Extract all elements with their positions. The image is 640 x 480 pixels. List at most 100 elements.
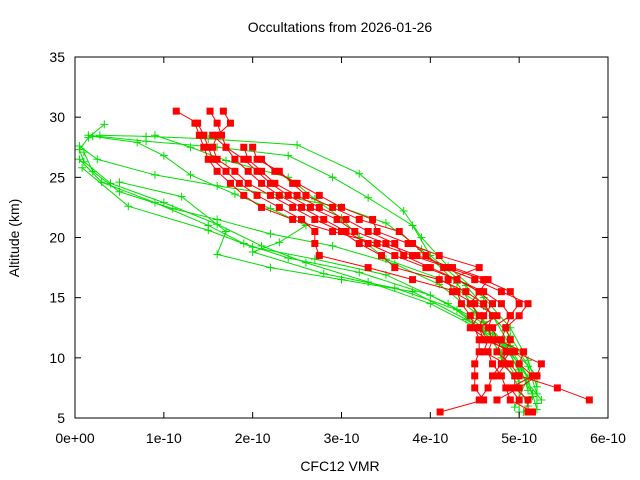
green-plus-point xyxy=(532,389,541,398)
red-square-point xyxy=(271,179,279,187)
red-square-point xyxy=(235,179,243,187)
red-square-point xyxy=(511,384,519,392)
red-square-point xyxy=(489,360,497,368)
red-square-point xyxy=(493,348,501,356)
green-series-line xyxy=(99,134,538,387)
red-square-point xyxy=(471,300,479,308)
red-square-point xyxy=(515,300,523,308)
green-plus-point xyxy=(100,120,109,129)
red-square-point xyxy=(338,203,345,211)
red-square-point xyxy=(219,107,227,115)
red-square-point xyxy=(409,252,417,260)
red-square-point xyxy=(528,408,536,416)
red-square-point xyxy=(524,396,532,404)
red-square-point xyxy=(449,264,457,272)
red-square-point xyxy=(475,348,483,356)
red-square-point xyxy=(244,179,252,187)
green-plus-point xyxy=(266,263,275,272)
x-axis-label: CFC12 VMR xyxy=(300,458,379,474)
y-tick-label: 30 xyxy=(49,109,65,125)
green-plus-point xyxy=(537,395,546,404)
red-square-point xyxy=(497,372,505,380)
red-square-point xyxy=(471,384,479,392)
green-plus-point xyxy=(204,226,213,235)
red-square-point xyxy=(204,143,212,151)
red-square-point xyxy=(524,408,532,416)
x-tick-label: 0e+00 xyxy=(55,430,95,446)
red-square-point xyxy=(373,240,381,248)
red-square-point xyxy=(333,215,341,223)
green-plus-point xyxy=(328,173,337,182)
red-square-point xyxy=(475,324,483,332)
green-plus-point xyxy=(408,287,417,296)
red-square-point xyxy=(422,252,430,260)
red-square-point xyxy=(409,240,417,248)
red-square-point xyxy=(258,155,266,163)
red-square-point xyxy=(457,300,465,308)
red-square-point xyxy=(484,336,492,344)
green-plus-point xyxy=(150,170,159,179)
red-square-point xyxy=(524,300,532,308)
green-plus-point xyxy=(222,227,231,236)
red-square-point xyxy=(493,336,501,344)
red-square-point xyxy=(293,191,301,199)
red-square-point xyxy=(258,167,266,175)
green-plus-point xyxy=(93,155,102,164)
red-square-point xyxy=(213,155,221,163)
green-plus-point xyxy=(79,148,88,157)
red-square-point xyxy=(329,203,337,211)
green-plus-point xyxy=(124,202,133,211)
green-plus-point xyxy=(284,253,293,262)
green-plus-point xyxy=(177,192,186,201)
red-square-point xyxy=(391,264,399,272)
red-square-point xyxy=(289,179,297,187)
green-plus-point xyxy=(186,143,195,152)
red-square-point xyxy=(497,336,505,344)
red-square-point xyxy=(289,203,297,211)
red-square-point xyxy=(422,264,430,272)
red-square-point xyxy=(533,372,541,380)
red-square-point xyxy=(435,276,443,284)
green-plus-point xyxy=(301,258,310,267)
green-plus-point xyxy=(293,140,302,149)
red-square-point xyxy=(275,167,283,175)
red-square-point xyxy=(480,276,488,284)
y-tick-label: 35 xyxy=(49,49,65,65)
green-plus-point xyxy=(510,403,519,412)
green-plus-point xyxy=(222,156,231,165)
red-square-point xyxy=(515,384,523,392)
green-plus-point xyxy=(417,233,426,242)
y-tick-label: 20 xyxy=(49,230,65,246)
red-square-point xyxy=(553,384,561,392)
red-square-point xyxy=(520,348,528,356)
red-square-point xyxy=(258,179,266,187)
red-square-point xyxy=(435,252,443,260)
red-square-point xyxy=(515,372,523,380)
red-square-point xyxy=(462,288,470,296)
red-square-point xyxy=(244,167,252,175)
red-square-point xyxy=(404,240,412,248)
red-square-point xyxy=(506,396,514,404)
green-plus-point xyxy=(159,198,168,207)
red-square-point xyxy=(306,203,314,211)
red-square-point xyxy=(391,240,399,248)
red-square-point xyxy=(585,396,593,404)
red-square-point xyxy=(213,167,221,175)
green-plus-point xyxy=(337,275,346,284)
red-square-point xyxy=(298,215,306,223)
red-square-point xyxy=(466,300,474,308)
y-tick-label: 10 xyxy=(49,350,65,366)
red-square-point xyxy=(489,312,497,320)
red-square-point xyxy=(311,215,319,223)
red-series-line xyxy=(261,158,507,377)
y-tick-label: 5 xyxy=(57,410,65,426)
red-square-point xyxy=(506,348,514,356)
red-square-point xyxy=(315,203,323,211)
red-square-point xyxy=(213,131,221,139)
red-square-point xyxy=(244,155,252,163)
red-square-point xyxy=(342,215,350,223)
red-square-point xyxy=(351,227,359,235)
red-square-point xyxy=(436,408,444,416)
red-square-point xyxy=(497,360,505,368)
red-square-point xyxy=(413,252,421,260)
